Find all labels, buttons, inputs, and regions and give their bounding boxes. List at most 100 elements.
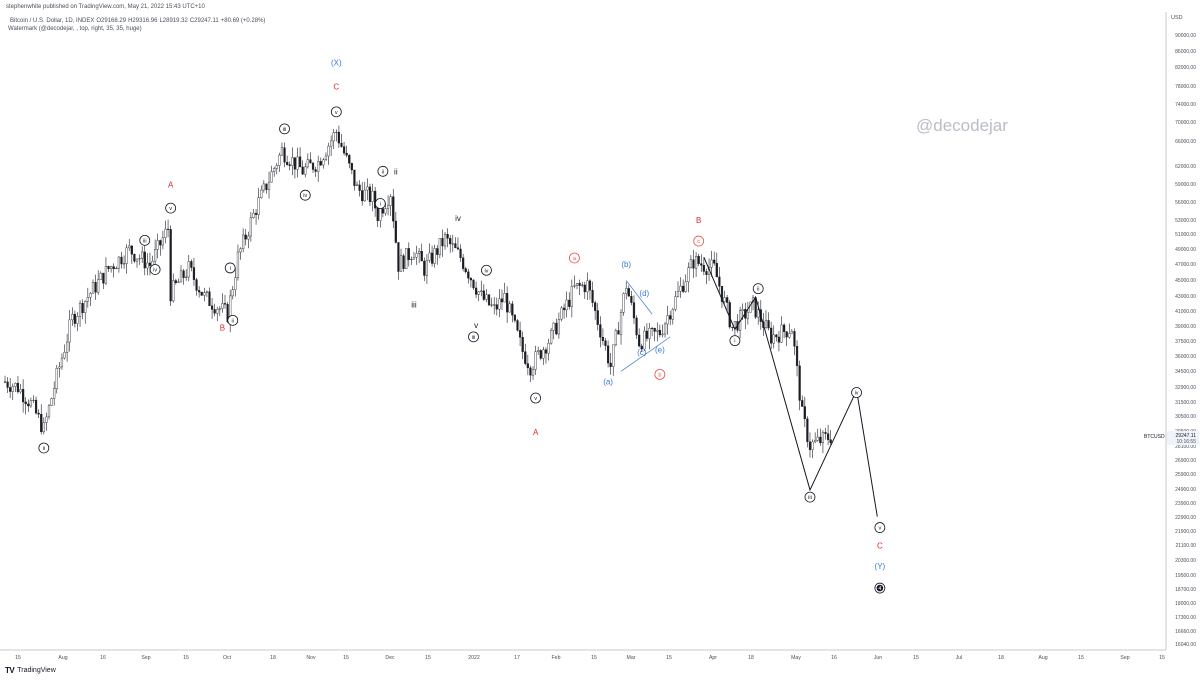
last-price-tag-bg (1167, 431, 1199, 446)
candle-body (78, 303, 82, 317)
candle-body (239, 248, 242, 253)
price-tick-label: 47000.00 (1175, 262, 1196, 268)
time-tick-label: Aug (1038, 655, 1047, 661)
candle-body (526, 363, 529, 369)
candle-body (547, 342, 550, 354)
wave-label-circle (165, 202, 177, 214)
wave-label: C (333, 83, 339, 92)
wave-label: c (693, 235, 705, 247)
candle-body (490, 304, 493, 306)
time-tick-label: 15 (343, 655, 349, 661)
candle-body (583, 284, 586, 293)
candle-body (658, 329, 661, 336)
candle-body (216, 309, 219, 314)
candle-body (249, 217, 252, 237)
price-tick-label: 32900.00 (1175, 385, 1196, 391)
price-tick-label: 30500.00 (1175, 414, 1196, 420)
wave-label-text: iv (455, 214, 461, 223)
candle-body (601, 337, 605, 341)
price-tick-label: 74000.00 (1175, 102, 1196, 108)
time-tick-label: 15 (183, 655, 189, 661)
candle-body (560, 307, 563, 320)
candle-body (265, 183, 268, 190)
wave-label: b (654, 368, 666, 380)
watermark-text: @decodejar (916, 116, 1008, 135)
candle-body (172, 280, 175, 302)
wave-label-text: (a) (603, 378, 613, 387)
candle-body (542, 349, 545, 359)
price-tick-label: 59000.00 (1175, 182, 1196, 188)
candle-body (311, 162, 315, 170)
candle-body (648, 327, 651, 339)
candle-body (306, 159, 309, 168)
candle-body (788, 333, 791, 338)
candle-body (14, 382, 17, 387)
time-tick-label: 15 (15, 655, 21, 661)
candle-body (694, 255, 698, 269)
candle-body (770, 327, 773, 344)
wave-label: v (330, 106, 342, 118)
wave-label-text: a (573, 256, 577, 262)
wave-line (703, 257, 878, 517)
wave-label: (X) (331, 59, 342, 68)
candle-body (599, 324, 602, 338)
price-tick-label: 28100.00 (1175, 444, 1196, 450)
candle-body (666, 315, 669, 325)
price-tick-label: 16040.00 (1175, 642, 1196, 648)
candle-body (76, 316, 79, 324)
wave-label: iii (279, 123, 290, 135)
candle-body (143, 251, 146, 269)
candle-body (22, 389, 25, 403)
candle-body (115, 268, 118, 270)
candle-body (612, 344, 615, 367)
candle-body (110, 266, 113, 270)
wave-label-dot (876, 584, 884, 592)
time-tick-label: Dec (385, 655, 395, 661)
wave-label-circle (139, 234, 151, 246)
candles (3, 125, 832, 459)
candle-body (524, 351, 527, 364)
candle-body (376, 207, 379, 221)
price-tick-label: 31500.00 (1175, 400, 1196, 406)
candle-body (45, 416, 48, 423)
candle-body (345, 152, 348, 156)
candle-body (454, 243, 457, 248)
candle-body (112, 266, 115, 270)
candle-body (772, 334, 775, 344)
candle-body (40, 413, 43, 433)
candle-body (425, 260, 429, 276)
time-tick-label: 16 (831, 655, 837, 661)
candle-body (208, 291, 211, 307)
wave-label-circle (654, 368, 666, 380)
candle-body (684, 281, 687, 292)
wave-label-text: ii (382, 169, 384, 175)
wave-label: iii (468, 331, 479, 343)
candle-body (503, 293, 506, 303)
candle-body (203, 292, 206, 296)
candle-body (125, 247, 128, 264)
axis-currency: USD (1171, 15, 1183, 21)
candle-body (565, 299, 568, 311)
candle-body (37, 412, 40, 415)
candle-body (790, 331, 793, 334)
wave-label: v (530, 392, 542, 404)
wave-label-text: iv (303, 193, 307, 199)
wave-label-circle (377, 165, 389, 177)
wave-label-text: (X) (331, 59, 342, 68)
price-tick-label: 43000.00 (1175, 294, 1196, 300)
candle-body (726, 297, 729, 303)
wave-label-circle (752, 283, 764, 295)
candle-body (322, 159, 325, 166)
candle-body (389, 196, 392, 206)
wave-label-circle (693, 235, 705, 247)
candle-body (34, 399, 38, 414)
candle-body (278, 154, 281, 166)
candle-body (508, 303, 511, 313)
candle-body (459, 248, 462, 258)
candle-body (55, 368, 58, 389)
wave-label: ii (227, 314, 239, 326)
candle-body (808, 441, 812, 450)
candle-body (169, 229, 172, 302)
